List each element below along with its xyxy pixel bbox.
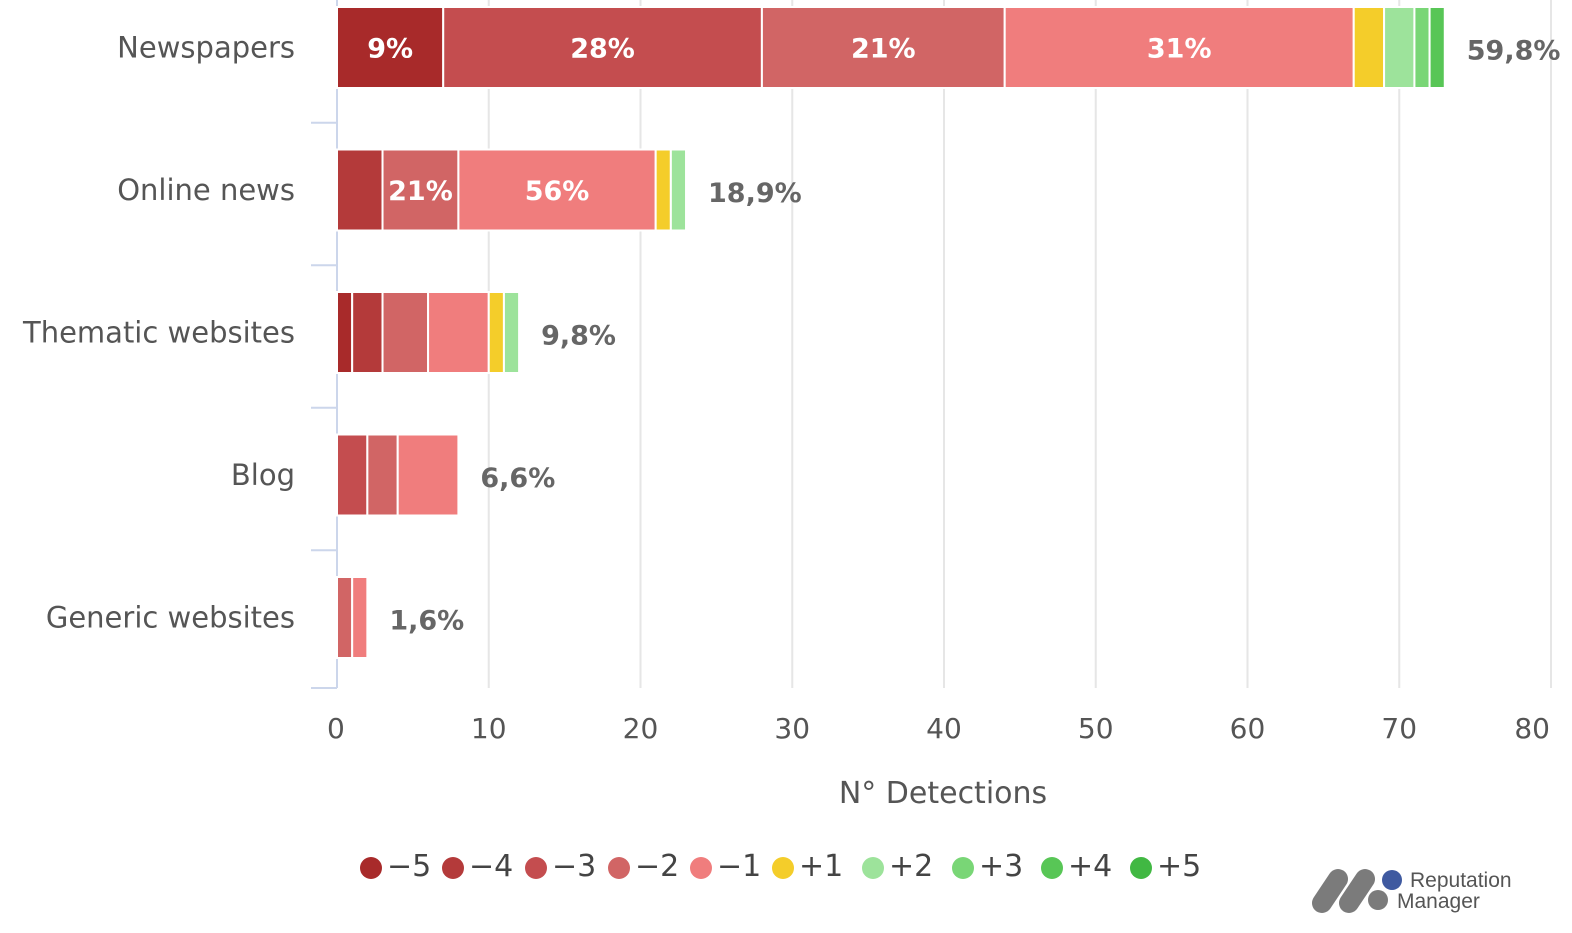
category-label-3: Blog: [231, 458, 295, 492]
y-axis: [311, 0, 338, 689]
legend-label-5: +1: [799, 849, 843, 884]
legend-label-0: −5: [387, 849, 431, 884]
legend-item-2[interactable]: −3: [525, 849, 596, 884]
logo-text-reputation: Reputation: [1410, 869, 1512, 892]
legend-label-3: −2: [635, 849, 679, 884]
legend-item-8[interactable]: +4: [1041, 849, 1112, 884]
legend-item-6[interactable]: +2: [862, 849, 933, 884]
x-tick-label-3: 30: [774, 712, 810, 745]
segment-label-0-4: 31%: [1147, 34, 1212, 65]
category-label-1: Online news: [117, 173, 295, 207]
legend-marker-0: [360, 857, 382, 879]
legend-item-4[interactable]: −1: [690, 849, 761, 884]
segment-label-1-3: 21%: [388, 176, 453, 207]
bar-segment-2-3[interactable]: [381, 291, 430, 374]
bar-segment-4-4[interactable]: [351, 576, 369, 659]
x-tick-label-8: 80: [1514, 712, 1550, 745]
x-tick-label-2: 20: [623, 712, 659, 745]
category-labels: Newspapers Online news Thematic websites Bl…: [22, 31, 295, 635]
total-label-2: 9,8%: [541, 321, 616, 352]
legend-marker-1: [442, 857, 464, 879]
bar-segment-2-0[interactable]: [336, 291, 354, 374]
legend-item-5[interactable]: +1: [772, 849, 843, 884]
legend-marker-2: [525, 857, 547, 879]
legend-item-9[interactable]: +5: [1130, 849, 1201, 884]
legend-marker-4: [690, 857, 712, 879]
bar-segment-2-5[interactable]: [487, 291, 505, 374]
segment-label-0-3: 21%: [851, 34, 916, 65]
grid-lines: [487, 0, 1552, 688]
category-label-2: Thematic websites: [22, 316, 295, 350]
legend-label-6: +2: [889, 849, 933, 884]
legend-label-1: −4: [469, 849, 513, 884]
legend-marker-6: [862, 857, 884, 879]
total-label-1: 18,9%: [708, 178, 802, 209]
legend-label-9: +5: [1157, 849, 1201, 884]
legend[interactable]: −5 −4 −3 −2 −1 +1 +2 +3 +4 +5: [360, 849, 1201, 884]
legend-marker-5: [772, 857, 794, 879]
bar-segment-0-8[interactable]: [1428, 6, 1446, 89]
legend-marker-8: [1041, 857, 1063, 879]
segment-label-1-4: 56%: [525, 176, 590, 207]
legend-label-8: +4: [1068, 849, 1112, 884]
x-tick-label-0: 0: [327, 712, 345, 745]
x-tick-label-7: 70: [1381, 712, 1417, 745]
legend-item-0[interactable]: −5: [360, 849, 431, 884]
bars: 9% 28% 21% 31% 59,8% 21% 56% 18,9% 9,8% 6,6% 1,6%: [336, 6, 1561, 659]
reputation-manager-logo: Reputation Manager: [1312, 869, 1512, 913]
bar-segment-3-2[interactable]: [336, 433, 369, 517]
bar-segment-0-3[interactable]: [760, 6, 1006, 89]
legend-label-7: +3: [979, 849, 1023, 884]
segment-label-0-0: 9%: [367, 34, 413, 65]
segment-label-0-2: 28%: [570, 34, 635, 65]
total-label-0: 59,8%: [1467, 36, 1561, 67]
bar-segment-0-6[interactable]: [1383, 6, 1416, 89]
legend-item-7[interactable]: +3: [952, 849, 1023, 884]
bar-segment-1-5[interactable]: [654, 148, 672, 232]
bar-segment-4-3[interactable]: [336, 576, 354, 659]
legend-marker-3: [608, 857, 630, 879]
category-label-4: Generic websites: [46, 601, 295, 635]
bar-segment-2-4[interactable]: [427, 291, 490, 374]
bar-segment-0-5[interactable]: [1352, 6, 1386, 89]
x-tick-label-1: 10: [471, 712, 507, 745]
bar-segment-2-1[interactable]: [351, 291, 384, 374]
bar-segment-1-1[interactable]: [336, 148, 384, 232]
bar-segment-0-7[interactable]: [1413, 6, 1431, 89]
bar-segment-2-6[interactable]: [502, 291, 521, 374]
x-tick-label-6: 60: [1230, 712, 1266, 745]
total-label-3: 6,6%: [480, 463, 555, 494]
bar-segment-3-4[interactable]: [396, 433, 460, 517]
x-tick-labels: 0 10 20 30 40 50 60 70 80: [327, 712, 1550, 745]
legend-label-2: −3: [552, 849, 596, 884]
logo-text-manager: Manager: [1397, 890, 1480, 913]
x-tick-label-4: 40: [926, 712, 962, 745]
bar-segment-1-4[interactable]: [457, 148, 657, 232]
legend-item-3[interactable]: −2: [608, 849, 679, 884]
total-label-4: 1,6%: [389, 606, 464, 637]
x-tick-label-5: 50: [1078, 712, 1114, 745]
legend-item-1[interactable]: −4: [442, 849, 513, 884]
legend-marker-7: [952, 857, 974, 879]
x-axis-title: N° Detections: [839, 776, 1047, 811]
legend-marker-9: [1130, 857, 1152, 879]
bar-segment-3-3[interactable]: [366, 433, 399, 517]
category-label-0: Newspapers: [117, 31, 295, 65]
logo-mark-icon: [1312, 869, 1402, 913]
legend-label-4: −1: [717, 849, 761, 884]
bar-segment-1-6[interactable]: [669, 148, 688, 232]
